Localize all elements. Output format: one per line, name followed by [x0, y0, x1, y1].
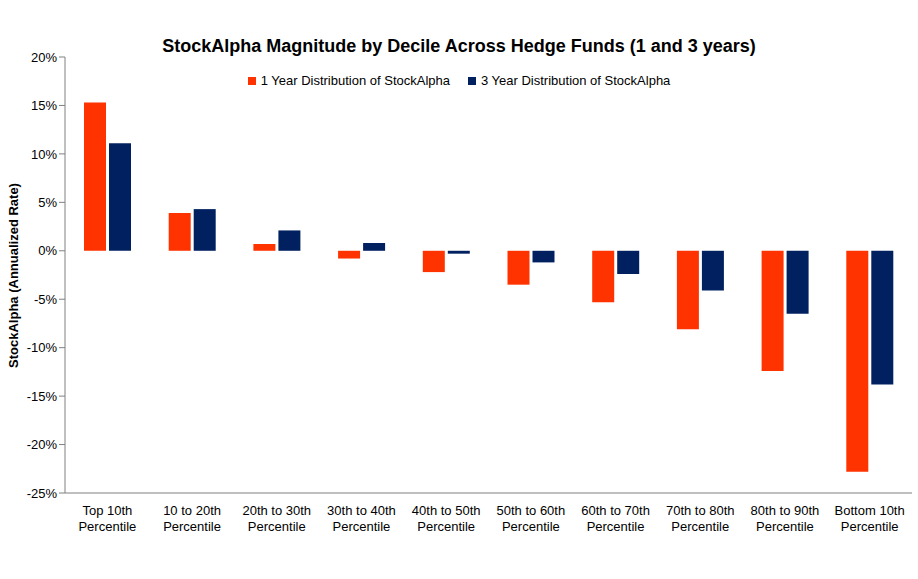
- svg-text:20%: 20%: [31, 50, 57, 65]
- svg-text:30th to 40th: 30th to 40th: [327, 503, 396, 518]
- svg-text:-10%: -10%: [27, 340, 58, 355]
- svg-text:40th to 50th: 40th to 50th: [412, 503, 481, 518]
- svg-text:Top 10th: Top 10th: [82, 503, 132, 518]
- svg-text:0%: 0%: [38, 243, 57, 258]
- svg-text:70th to 80th: 70th to 80th: [666, 503, 735, 518]
- svg-text:Percentile: Percentile: [333, 519, 391, 534]
- svg-text:50th to 60th: 50th to 60th: [497, 503, 566, 518]
- svg-text:Percentile: Percentile: [248, 519, 306, 534]
- svg-text:80th to 90th: 80th to 90th: [751, 503, 820, 518]
- svg-text:-20%: -20%: [27, 437, 58, 452]
- svg-text:5%: 5%: [38, 195, 57, 210]
- html-text:StockAlpha Magnitude by Decile: StockAlpha Magnitude by Decile Across He…: [162, 36, 756, 56]
- svg-text:Percentile: Percentile: [78, 519, 136, 534]
- svg-text:-15%: -15%: [27, 389, 58, 404]
- svg-text:Percentile: Percentile: [417, 519, 475, 534]
- svg-text:10 to 20th: 10 to 20th: [163, 503, 221, 518]
- html-text:3 Year Distribution of StockAl: 3 Year Distribution of StockAlpha: [481, 73, 671, 88]
- svg-text:Percentile: Percentile: [163, 519, 221, 534]
- svg-text:Percentile: Percentile: [587, 519, 645, 534]
- svg-text:Percentile: Percentile: [502, 519, 560, 534]
- svg-text:Percentile: Percentile: [671, 519, 729, 534]
- svg-text:-5%: -5%: [34, 292, 58, 307]
- html-text:StockAlpha (Annualized Rate): StockAlpha (Annualized Rate): [5, 182, 21, 368]
- svg-text:15%: 15%: [31, 98, 57, 113]
- svg-text:60th to 70th: 60th to 70th: [581, 503, 650, 518]
- svg-text:10%: 10%: [31, 147, 57, 162]
- svg-text:-25%: -25%: [27, 486, 58, 501]
- svg-text:Percentile: Percentile: [756, 519, 814, 534]
- svg-text:Bottom 10th: Bottom 10th: [835, 503, 905, 518]
- html-text:1 Year Distribution of StockAl: 1 Year Distribution of StockAlpha: [260, 73, 450, 88]
- svg-text:20th to 30th: 20th to 30th: [242, 503, 311, 518]
- svg-text:Percentile: Percentile: [841, 519, 899, 534]
